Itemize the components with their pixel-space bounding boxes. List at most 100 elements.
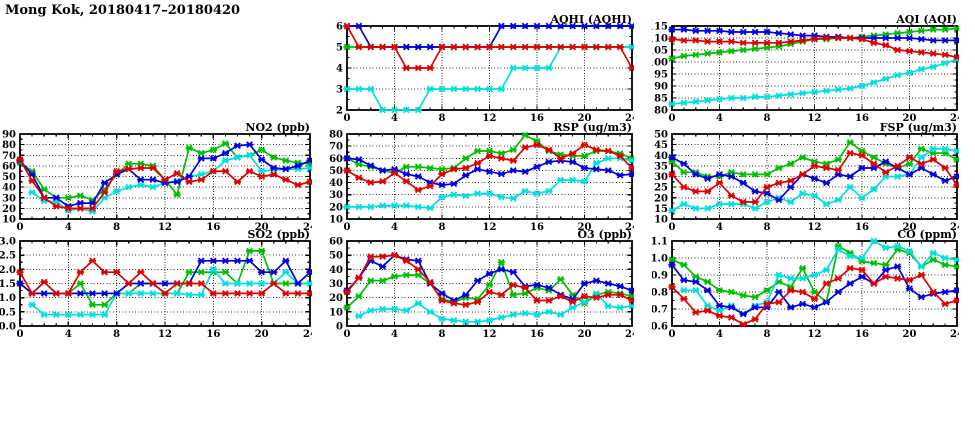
x-tick-label: 8 (113, 222, 120, 232)
axis-labels: 10152025303540455004812162024 (654, 130, 959, 233)
axis-labels: 2 3 4 5 6 0 4 8 12 16 20 24 (336, 22, 634, 124)
plot-border (346, 133, 633, 220)
x-tick-label: 20 (903, 113, 917, 123)
series-markers-blue (16, 257, 312, 297)
plot-border (671, 25, 958, 111)
x-tick-label: 16 (855, 113, 869, 123)
y-tick-label: 95 (654, 70, 668, 81)
series-markers-red (668, 149, 959, 206)
chart-svg-so2: 0.0 0.5 1.0 1.5 2.0 2.5 3.0 0 4 8 12 16 20 24 SO2 (ppb… (0, 229, 312, 339)
y-tick-label: 2.5 (0, 251, 16, 262)
x-tick-label: 4 (716, 222, 723, 232)
x-tick-label: 0 (344, 329, 351, 339)
series-red (343, 22, 634, 72)
y-tick-label: 70 (2, 151, 16, 162)
chart-title: O3 (ppb) (577, 229, 632, 241)
grid-lines (672, 134, 957, 219)
chart-no2: 10203040506070809004812162024NO2 (ppb) (0, 122, 312, 232)
y-tick-label: 2 (336, 106, 343, 117)
chart-title: AQI (AQI) (895, 13, 957, 26)
x-tick-label: 16 (206, 329, 220, 339)
chart-svg-fsp: 10152025303540455004812162024FSP (ug/m3) (654, 122, 959, 233)
chart-title: AQHI (AQHI) (549, 13, 632, 26)
y-tick-label: 10 (329, 215, 343, 226)
y-tick-label: 20 (654, 193, 668, 204)
x-tick-label: 24 (303, 329, 312, 339)
series-blue (668, 261, 959, 318)
y-tick-label: 30 (2, 193, 16, 204)
y-tick-label: 1.5 (0, 279, 16, 290)
y-tick-label: 90 (2, 130, 16, 141)
x-tick-label: 12 (483, 222, 497, 232)
x-tick-label: 4 (391, 222, 398, 232)
x-tick-label: 24 (950, 222, 959, 232)
chart-svg-no2: 10203040506070809004812162024NO2 (ppb) (2, 122, 312, 232)
y-tick-label: 1.1 (652, 237, 668, 248)
y-tick-label: 15 (654, 204, 668, 215)
series-cyan (668, 56, 959, 108)
y-tick-label: 20 (329, 293, 343, 304)
chart-svg-aqhi: 2 3 4 5 6 0 4 8 12 16 20 24 AQHI (AQHI) (336, 13, 634, 124)
plot-border (19, 133, 311, 220)
page-title: Mong Kok, 20180417–20180420 (5, 3, 241, 18)
y-tick-label: 100 (652, 58, 668, 69)
x-tick-label: 4 (65, 329, 72, 339)
y-tick-label: 60 (329, 237, 343, 248)
x-tick-label: 8 (764, 222, 771, 232)
x-tick-label: 4 (391, 113, 398, 123)
series-green (16, 140, 312, 204)
y-tick-label: 10 (2, 215, 16, 226)
y-tick-label: 1.0 (652, 254, 668, 265)
chart-svg-co: 0.6 0.7 0.8 0.9 1.0 1.1 0 4 8 12 16 20 24 CO (ppm) (652, 229, 959, 339)
y-tick-label: 70 (329, 142, 343, 153)
x-tick-label: 8 (764, 329, 771, 339)
y-tick-label: 40 (2, 183, 16, 194)
x-tick-label: 20 (578, 113, 592, 123)
plot-border (346, 240, 633, 327)
x-tick-label: 12 (808, 113, 822, 123)
series-markers-green (343, 258, 634, 311)
series-blue (343, 251, 634, 304)
y-tick-label: 50 (2, 172, 16, 183)
series-markers-red (16, 257, 312, 297)
series-red (668, 34, 959, 61)
series-markers-cyan (343, 154, 634, 212)
y-tick-label: 0.8 (652, 288, 668, 299)
series-markers-red (343, 141, 634, 194)
series-markers-cyan (343, 43, 634, 114)
series-markers-green (16, 140, 312, 204)
y-tick-label: 50 (654, 130, 668, 141)
y-tick-label: 6 (336, 22, 343, 33)
series-line-green (671, 27, 958, 60)
x-tick-label: 20 (255, 329, 269, 339)
series-markers-cyan (355, 290, 634, 326)
series-green (16, 247, 312, 309)
y-tick-label: 40 (329, 178, 343, 189)
x-tick-label: 24 (625, 222, 634, 232)
y-tick-label: 0.7 (652, 305, 668, 316)
y-tick-label: 25 (654, 183, 668, 194)
y-tick-label: 50 (329, 166, 343, 177)
y-tick-label: 50 (329, 251, 343, 262)
x-tick-label: 4 (716, 113, 723, 123)
chart-svg-rsp: 102030405060708004812162024RSP (ug/m3) (329, 122, 634, 232)
x-tick-label: 20 (578, 329, 592, 339)
axis-labels: 0 10 20 30 40 50 60 0 4 8 12 16 20 24 (329, 237, 634, 340)
series-cyan (355, 290, 634, 326)
plot-border (671, 240, 958, 327)
y-tick-label: 5 (336, 43, 343, 54)
series-line-cyan (671, 58, 958, 105)
series-blue (16, 257, 312, 297)
series-markers-red (16, 156, 312, 212)
x-tick-label: 16 (855, 329, 869, 339)
x-tick-label: 24 (303, 222, 312, 232)
x-tick-label: 24 (950, 113, 959, 123)
x-tick-label: 0 (669, 222, 676, 232)
series-green (343, 258, 634, 311)
y-tick-label: 40 (329, 265, 343, 276)
chart-title: RSP (ug/m3) (553, 122, 632, 134)
series-red (668, 264, 959, 328)
chart-co: 0.6 0.7 0.8 0.9 1.0 1.1 0 4 8 12 16 20 24 CO (ppm) (652, 229, 959, 339)
x-tick-label: 16 (530, 222, 544, 232)
